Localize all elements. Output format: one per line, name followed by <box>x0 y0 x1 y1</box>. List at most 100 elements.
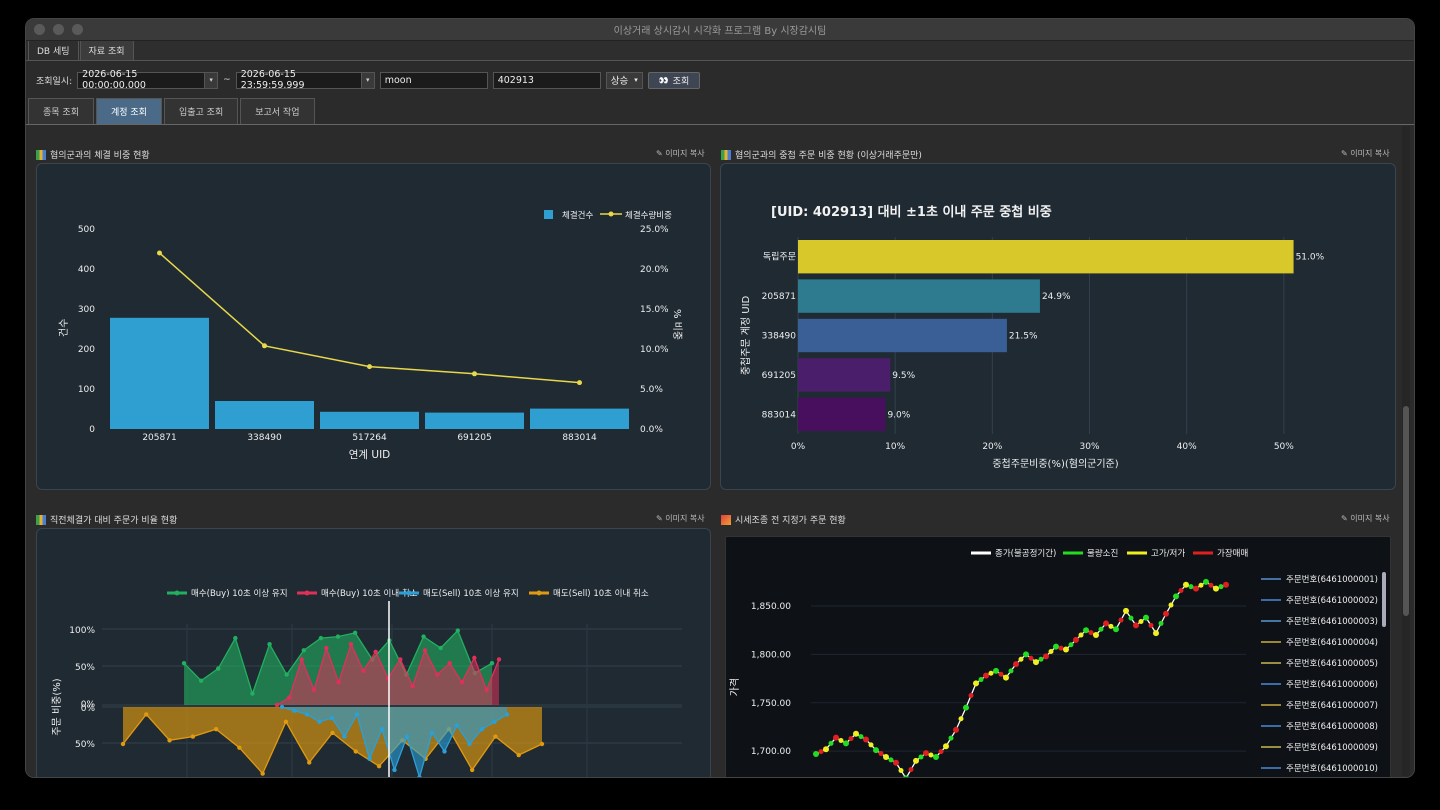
y-tick-label: 338490 <box>762 332 797 342</box>
y-tick-label: 1,750.00 <box>751 699 791 709</box>
price-marker <box>1028 655 1034 661</box>
start-datetime-input[interactable]: 2026-06-15 00:00:00.000 <box>77 69 206 91</box>
title-bar: 이상거래 상시감시 시각화 프로그램 By 시장감시팀 <box>26 19 1414 41</box>
hbar-205871 <box>798 279 1040 313</box>
price-marker <box>988 670 994 676</box>
chevron-down-icon: ▾ <box>634 76 638 84</box>
y-axis-label: 건수 <box>58 319 70 337</box>
point-buy-hold <box>421 634 426 639</box>
y-tick-label: 200 <box>78 345 95 355</box>
point-sell-hold <box>504 712 510 717</box>
uid-input[interactable]: 402913 <box>492 71 601 89</box>
price-marker <box>963 704 969 711</box>
point-sell-hold <box>354 712 360 717</box>
price-marker <box>1108 623 1114 629</box>
bar-value-label: 9.5% <box>892 371 915 381</box>
x-tick-label: 10% <box>885 442 905 452</box>
panel3-copy-image-button[interactable]: ✎ 이미지 복사 <box>656 514 705 523</box>
price-marker <box>1213 585 1219 592</box>
price-marker <box>933 753 939 760</box>
main-scrollbar[interactable] <box>1402 126 1410 776</box>
point-sell-hold <box>404 734 410 739</box>
panel2-copy-image-button[interactable]: ✎ 이미지 복사 <box>1341 149 1390 158</box>
price-marker <box>1133 622 1139 629</box>
close-window-button[interactable] <box>34 24 45 35</box>
tab-deposit-query[interactable]: 입출고 조회 <box>163 98 239 124</box>
point-sell-cancel <box>376 764 382 769</box>
tab-db-settings[interactable]: DB 세팅 <box>28 40 79 60</box>
x-axis-label: 중첩주문비중(%)(혐의군기준) <box>992 458 1118 470</box>
query-toolbar: 조회일시: 2026-06-15 00:00:00.000 ▾ ~ 2026-0… <box>26 61 1414 99</box>
point-sell-cancel <box>237 745 242 750</box>
tab-account-query[interactable]: 계정 조회 <box>95 98 162 124</box>
price-marker <box>1188 584 1194 590</box>
price-marker <box>978 677 984 683</box>
price-marker <box>903 775 909 777</box>
zoom-window-button[interactable] <box>72 24 83 35</box>
legend-side-label: 주문번호(6461000010) <box>1286 764 1378 774</box>
ratio-line <box>159 252 580 384</box>
legend-side-label: 주문번호(6461000005) <box>1286 659 1378 669</box>
point-sell-hold <box>379 727 385 732</box>
price-marker <box>1098 626 1104 632</box>
eyes-icon: 👀 <box>658 75 669 85</box>
panel4-copy-image-button[interactable]: ✎ 이미지 복사 <box>1341 514 1390 523</box>
price-marker <box>1193 585 1199 592</box>
lower-y-tick: 50% <box>75 740 95 750</box>
minimize-window-button[interactable] <box>53 24 64 35</box>
legend-side-label: 주문번호(6461000008) <box>1286 722 1378 732</box>
app-window: 이상거래 상시감시 시각화 프로그램 By 시장감시팀 DB 세팅 자료 조회 … <box>25 18 1415 778</box>
order-price-ratio-chart: 100%50%0%0%50%100%매수(Buy) 10초 이상 유지매수(Bu… <box>51 588 682 777</box>
price-marker <box>1103 620 1109 627</box>
point-sell-cancel <box>353 749 358 754</box>
point-sell-hold <box>367 756 372 761</box>
tab-data-query[interactable]: 자료 조회 <box>79 40 134 60</box>
end-date-dropdown-icon[interactable]: ▾ <box>360 71 375 89</box>
price-marker <box>1008 668 1014 674</box>
legend-side-label: 주문번호(6461000009) <box>1286 743 1378 753</box>
dashboard-content: 혐의군과의 체결 비중 현황 ✎ 이미지 복사 혐의군과의 중첩 주문 비중 현… <box>26 126 1414 777</box>
point-buy-cancel <box>373 649 378 654</box>
upper-y-tick: 100% <box>69 626 95 636</box>
y-tick-label: 1,700.00 <box>751 747 791 757</box>
price-marker <box>1093 632 1099 639</box>
point-sell-hold <box>429 730 435 736</box>
user-input[interactable]: moon <box>379 71 488 89</box>
direction-select[interactable]: 상승 ▾ <box>605 71 643 89</box>
y2-axis-label: % 비중 <box>671 309 683 340</box>
legend-label: 매도(Sell) 10초 이내 취소 <box>553 588 649 599</box>
copy-label: 이미지 복사 <box>665 514 705 523</box>
end-datetime-input[interactable]: 2026-06-15 23:59:59.999 <box>235 69 362 91</box>
start-date-dropdown-icon[interactable]: ▾ <box>204 71 219 89</box>
bar-205871 <box>110 317 209 429</box>
point-sell-cancel <box>330 730 335 736</box>
price-marker <box>1168 602 1174 608</box>
point-buy-hold <box>301 648 306 653</box>
price-marker <box>1123 607 1129 614</box>
legend-top-label: 종가(불공정기간) <box>995 548 1056 559</box>
point-buy-hold <box>318 635 324 641</box>
point-buy-hold <box>181 661 187 666</box>
main-scrollbar-thumb[interactable] <box>1403 406 1409 616</box>
point-buy-hold <box>198 678 204 683</box>
top-tab-bar: DB 세팅 자료 조회 <box>26 40 1414 61</box>
point-buy-cancel <box>287 695 292 700</box>
price-marker <box>828 740 834 746</box>
x-axis-label: 연계 UID <box>349 449 391 461</box>
price-marker <box>843 740 849 747</box>
price-marker <box>1088 630 1094 636</box>
x-tick-label: 50% <box>1274 442 1294 452</box>
tab-stock-query[interactable]: 종목 조회 <box>28 98 94 124</box>
point-sell-hold <box>392 767 397 773</box>
point-sell-hold <box>479 727 485 732</box>
sub-tab-bar: 종목 조회 계정 조회 입출고 조회 보고서 작업 <box>26 98 1414 125</box>
tab-report[interactable]: 보고서 작업 <box>240 98 315 124</box>
price-marker <box>1083 627 1089 634</box>
bar-value-label: 21.5% <box>1009 332 1038 342</box>
price-marker <box>998 671 1004 677</box>
point-sell-hold <box>454 723 460 728</box>
price-marker <box>1053 643 1059 650</box>
price-marker <box>1068 642 1074 648</box>
panel1-copy-image-button[interactable]: ✎ 이미지 복사 <box>656 149 705 158</box>
search-button[interactable]: 👀 조회 <box>647 71 701 89</box>
